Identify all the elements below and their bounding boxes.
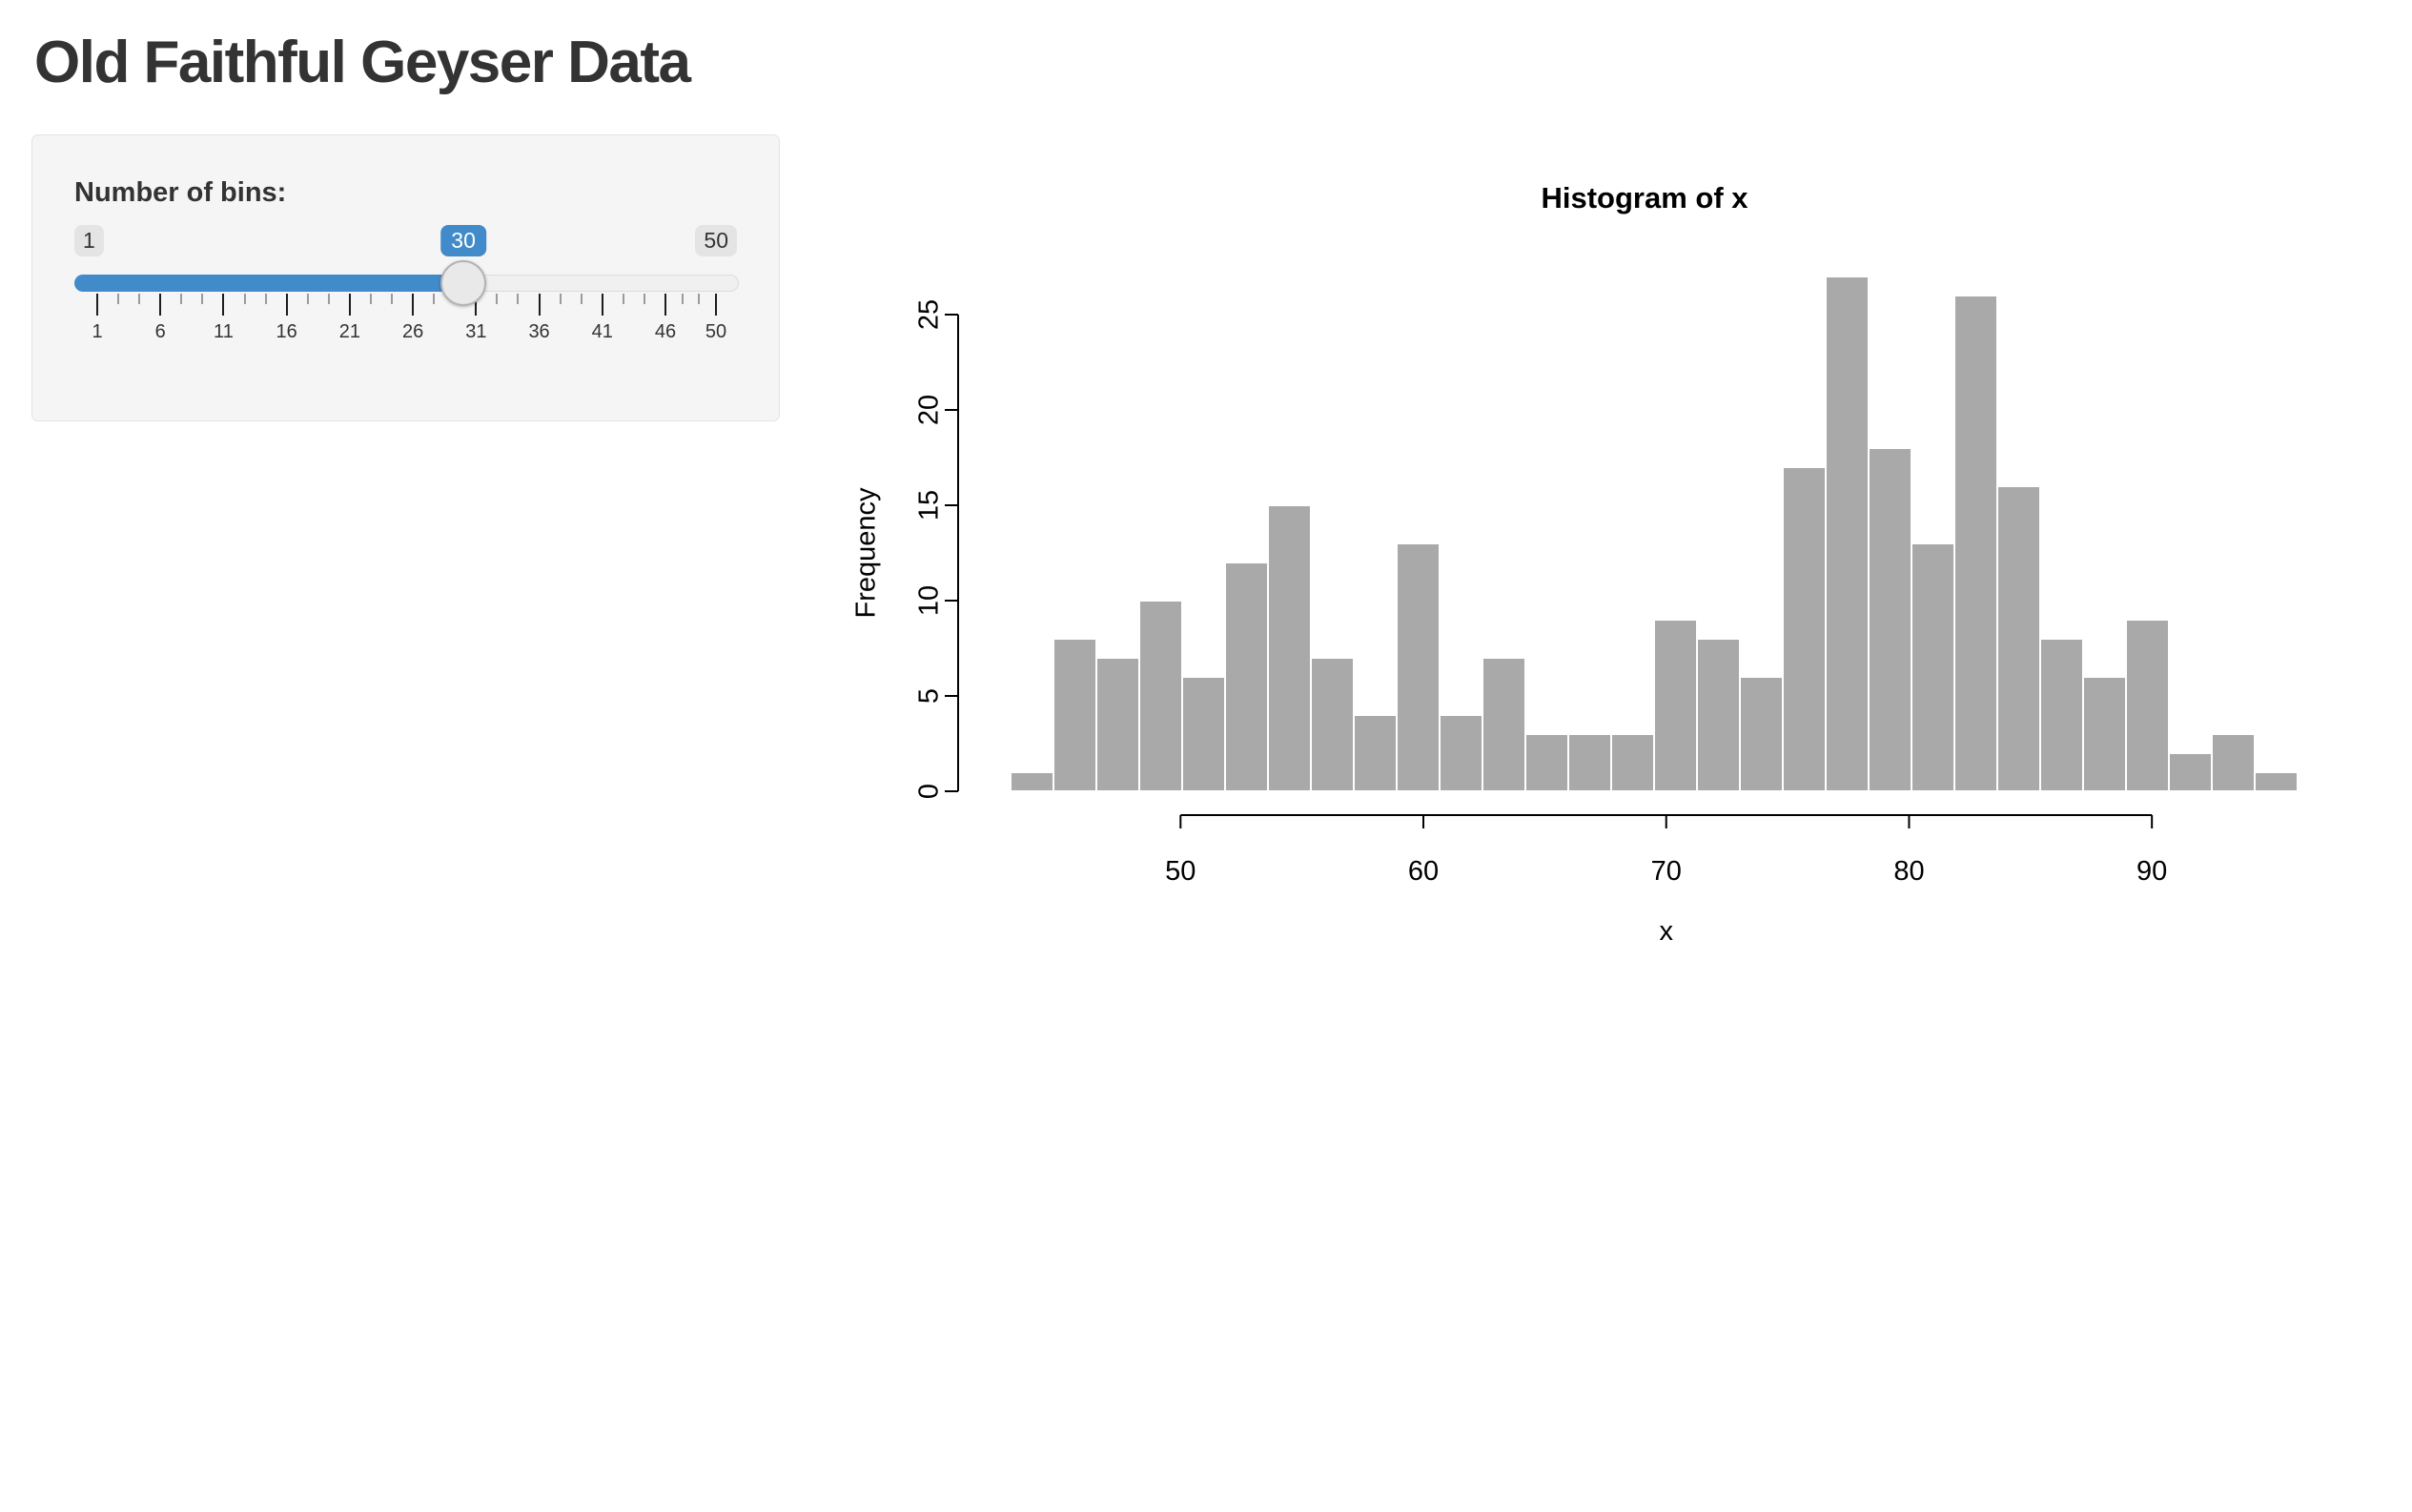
histogram-bar [1353,714,1398,792]
histogram-bar [1010,771,1054,792]
plot-title: Histogram of x [1541,181,1748,215]
slider-grid-tick [348,294,351,316]
slider-grid-tick [117,294,120,304]
slider-grid-tick [580,294,583,304]
slider-grid-label: 41 [591,321,613,342]
page-title: Old Faithful Geyser Data [34,30,691,95]
slider-grid-label: 21 [338,321,361,342]
slider-grid-tick [681,294,684,304]
histogram-bar [1482,657,1526,792]
histogram-bar [2254,771,2299,792]
slider-grid-tick [538,294,541,316]
slider-grid-tick [559,294,562,304]
histogram-bar [2168,752,2213,792]
slider-grid-label: 6 [154,321,166,342]
histogram-bar [1911,542,1955,792]
histogram-bar [1524,733,1569,792]
slider-grid-tick [433,294,436,304]
slider-grid-tick [622,294,624,304]
slider-grid-tick [664,294,667,316]
histogram-bar [1224,562,1269,792]
slider-grid-tick [264,294,267,304]
histogram-bar [1310,657,1355,792]
histogram-bar [1996,485,2041,792]
x-tick-label: 60 [1408,856,1439,887]
slider-grid-label: 1 [92,321,103,342]
histogram-bar [1739,676,1784,792]
y-tick-label: 10 [914,585,945,616]
histogram-bar [1181,676,1226,792]
slider-handle[interactable] [440,260,487,306]
histogram-bar [1439,714,1483,792]
slider-grid-tick [96,294,98,316]
histogram-bar [1396,542,1441,792]
histogram-bar [1053,638,1097,792]
histogram-bar [1825,276,1870,792]
histogram-bar [1267,504,1312,792]
slider-grid-tick [412,294,415,316]
histogram-bar [1868,447,1912,792]
slider-grid-label: 50 [705,321,727,342]
slider-grid-tick [369,294,372,304]
histogram-bar [2082,676,2127,792]
histogram-bar [2211,733,2256,792]
histogram-bar [1653,619,1698,792]
slider-grid-tick [391,294,394,304]
x-tick-label: 70 [1651,856,1682,887]
y-tick-label: 5 [914,688,945,704]
slider-grid-tick [159,294,162,316]
slider-grid-label: 26 [401,321,424,342]
histogram-bar [2125,619,2170,792]
y-tick-label: 0 [914,784,945,799]
slider-label: Number of bins: [74,177,287,208]
slider-grid-tick [138,294,141,304]
slider-grid-tick [243,294,246,304]
slider-grid-tick [643,294,645,304]
slider-grid-tick [601,294,603,316]
slider-fill [74,275,464,292]
x-tick-label: 90 [2136,856,2167,887]
slider-max-badge: 50 [695,225,737,256]
slider-value-badge: 30 [440,225,486,256]
slider-grid-label: 16 [276,321,297,342]
slider-grid-tick [180,294,183,304]
histogram-plot: 0 5 10 15 20 25 50 60 70 80 90 Histogram of x x Frequ… [851,181,2299,947]
slider-grid-tick [715,294,717,316]
histogram-bar [1610,733,1655,792]
y-tick-label: 15 [914,490,945,521]
x-axis-title: x [1659,916,1673,947]
slider-grid-label: 11 [214,321,234,342]
histogram-bar [1138,600,1183,792]
slider-grid-tick [306,294,309,304]
x-tick-label: 80 [1893,856,1924,887]
y-tick-label: 25 [914,299,945,330]
histogram-bar [2039,638,2084,792]
slider-min-badge: 1 [74,225,104,256]
slider-grid-tick [222,294,225,316]
histogram-bar [1567,733,1612,792]
y-tick-label: 20 [914,395,945,425]
slider-grid-label: 36 [528,321,550,342]
slider-grid-tick [496,294,499,304]
sidebar-panel: Number of bins: 1 50 30 1 6 11 16 21 26 31 36 41… [31,134,780,421]
slider-grid-label: 31 [465,321,487,342]
histogram-bar [1782,466,1827,792]
slider-grid-tick [698,294,701,304]
histogram-bar [1953,295,1998,792]
histogram-bar [1696,638,1741,792]
slider-grid-tick [475,294,478,316]
x-tick-label: 50 [1165,856,1196,887]
y-axis-title: Frequency [851,487,882,619]
histogram-bar [1095,657,1140,792]
slider-grid-tick [285,294,288,316]
slider-grid-tick [201,294,204,304]
slider-grid-tick [327,294,330,304]
slider-grid-tick [517,294,520,304]
slider-grid-label: 46 [654,321,677,342]
